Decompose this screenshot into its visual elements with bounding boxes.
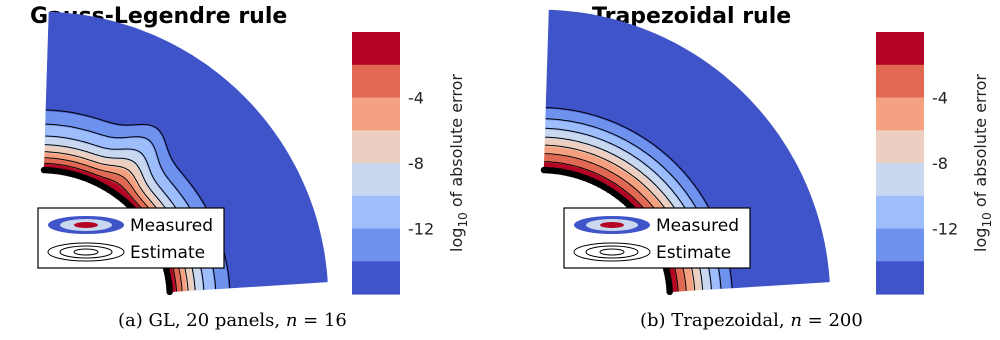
legend-measured-label: Measured — [130, 216, 213, 236]
colorbar-segment-6 — [352, 195, 400, 230]
colorbar-segment-8 — [876, 261, 924, 295]
colorbar-segment-3 — [352, 97, 400, 131]
estimate-swatch-outer — [47, 242, 125, 262]
colorbar-tick-label: -12 — [932, 220, 958, 239]
colorbar-segment-2 — [352, 64, 400, 99]
colorbar-label-log: log — [447, 228, 466, 252]
colorbar-label: log10 of absolute error — [447, 74, 470, 252]
legend-measured-label: Measured — [656, 216, 739, 236]
legend: Measured Estimate — [563, 207, 751, 269]
colorbar-segment-4 — [352, 130, 400, 164]
measured-swatch-inner — [600, 222, 624, 228]
colorbar-label-sub: 10 — [456, 212, 470, 227]
caption-b-math: n — [790, 310, 802, 331]
estimate-swatch-inner — [599, 248, 625, 256]
colorbar-segment-3 — [876, 97, 924, 131]
colorbar-segment-1 — [352, 32, 400, 66]
legend-estimate-label: Estimate — [656, 243, 731, 263]
colorbar-segment-6 — [876, 195, 924, 230]
measured-swatch-inner — [74, 222, 98, 228]
colorbar-label-sub: 10 — [980, 212, 994, 227]
caption-a-prefix: (a) GL, 20 panels, — [118, 310, 286, 331]
estimate-swatch-mid — [59, 245, 113, 259]
gauss-legendre-plot: Measured Estimate -4 -8 -12 log10 of absolute… — [37, 11, 470, 296]
colorbar-segment-1 — [876, 32, 924, 66]
trapezoidal-plot: Measured Estimate -4 -8 -12 log10 of absolute… — [540, 9, 994, 296]
colorbar-segment-4 — [876, 130, 924, 164]
colorbar-tick-label: -8 — [932, 154, 948, 173]
estimate-swatch-inner — [73, 248, 99, 256]
colorbar-tick-label: -12 — [408, 220, 434, 239]
boundary-node — [540, 166, 548, 174]
colorbar-segment-7 — [352, 228, 400, 262]
caption-b-suffix: = 200 — [801, 310, 863, 331]
estimate-swatch-outer — [573, 242, 651, 262]
caption-b-prefix: (b) Trapezoidal, — [640, 310, 791, 331]
colorbar-label-log: log — [971, 228, 990, 252]
panel-gauss-legendre: Gauss-Legendre rule Measured Estimate -4 -8… — [30, 4, 470, 331]
error-band-8 — [45, 11, 328, 289]
colorbar: -4 -8 -12 log10 of absolute error — [352, 32, 470, 295]
panel-a-caption: (a) GL, 20 panels, n = 16 — [118, 310, 347, 331]
estimate-swatch-mid — [585, 245, 639, 259]
colorbar-tick-label: -4 — [408, 89, 424, 108]
panel-trapezoidal: Trapezoidal rule Measured Estimate -4 -8 -12… — [520, 0, 1000, 340]
colorbar-segment-5 — [876, 163, 924, 197]
colorbar-label-rest: of absolute error — [447, 74, 466, 213]
legend: Measured Estimate — [37, 207, 225, 269]
colorbar-tick-label: -4 — [932, 89, 948, 108]
colorbar-label-rest: of absolute error — [971, 74, 990, 213]
caption-a-suffix: = 16 — [297, 310, 347, 331]
colorbar-label: log10 of absolute error — [971, 74, 994, 252]
boundary-node — [40, 166, 48, 174]
colorbar-segment-7 — [876, 228, 924, 262]
legend-estimate-label: Estimate — [130, 243, 205, 263]
error-band-8 — [545, 9, 830, 289]
colorbar-segment-8 — [352, 261, 400, 295]
panel-b-caption: (b) Trapezoidal, n = 200 — [640, 310, 863, 331]
caption-a-math: n — [285, 310, 298, 331]
colorbar-segment-5 — [352, 163, 400, 197]
colorbar-segment-2 — [876, 64, 924, 99]
colorbar-tick-label: -8 — [408, 154, 424, 173]
colorbar: -4 -8 -12 log10 of absolute error — [876, 32, 994, 295]
